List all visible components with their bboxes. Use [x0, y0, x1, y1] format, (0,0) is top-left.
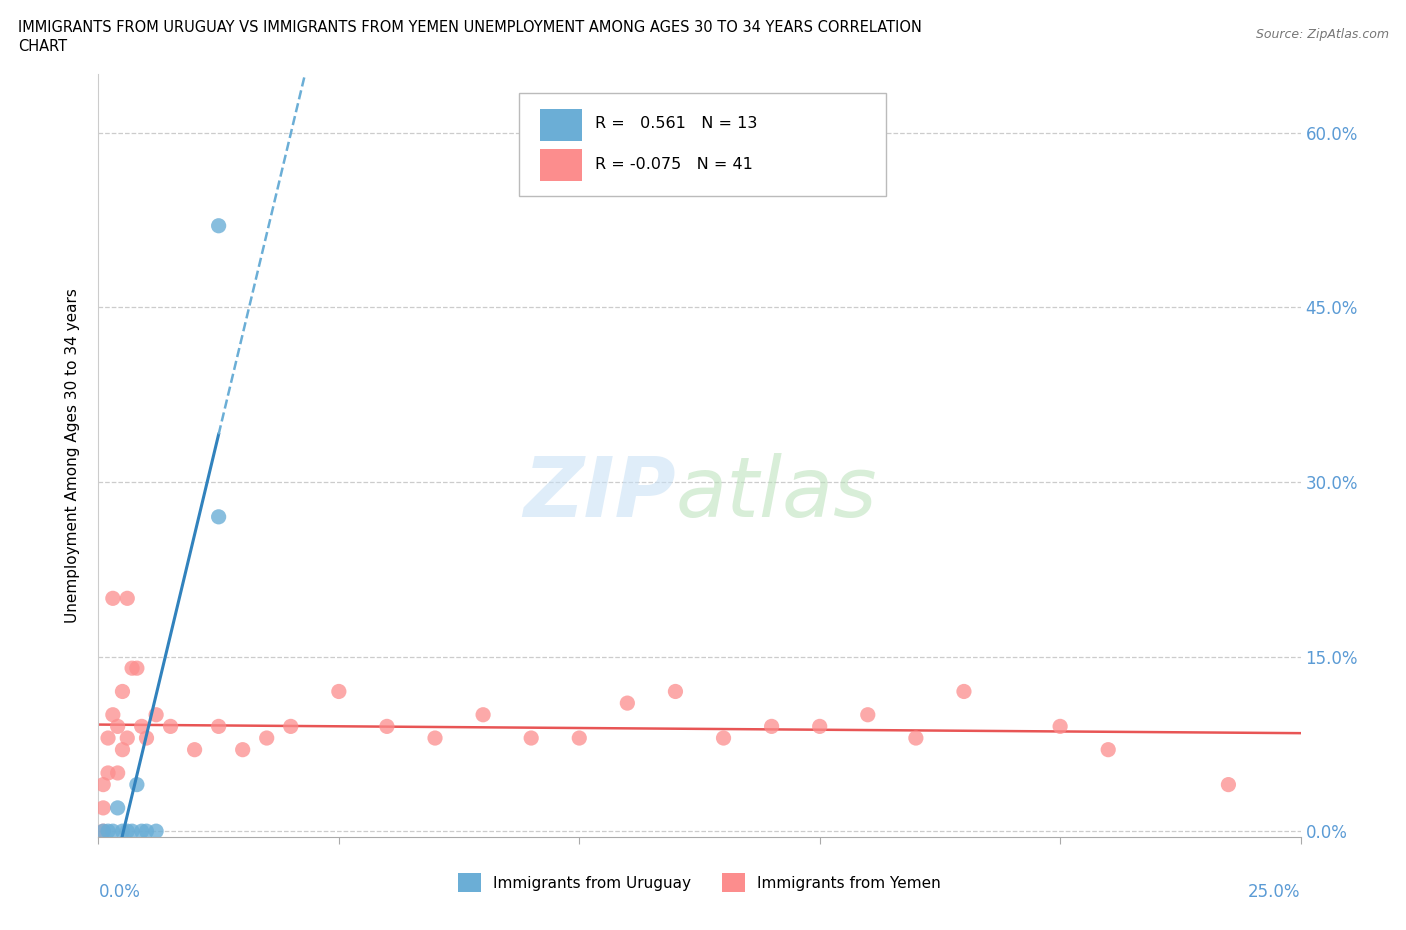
- Point: [107, 719, 129, 734]
- Point: [472, 708, 495, 723]
- Text: atlas: atlas: [675, 453, 877, 535]
- Point: [131, 824, 153, 839]
- Text: R = -0.075   N = 41: R = -0.075 N = 41: [595, 157, 752, 172]
- Y-axis label: Unemployment Among Ages 30 to 34 years: Unemployment Among Ages 30 to 34 years: [65, 288, 80, 623]
- Point: [145, 708, 167, 723]
- Point: [616, 696, 638, 711]
- Point: [953, 684, 976, 699]
- Point: [280, 719, 302, 734]
- Point: [761, 719, 783, 734]
- Point: [97, 731, 120, 746]
- Point: [121, 824, 143, 839]
- Point: [375, 719, 398, 734]
- Point: [107, 765, 129, 780]
- Point: [183, 742, 205, 757]
- Text: ZIP: ZIP: [523, 453, 675, 535]
- Point: [423, 731, 446, 746]
- Point: [328, 684, 350, 699]
- Point: [97, 824, 120, 839]
- Text: R =   0.561   N = 13: R = 0.561 N = 13: [595, 116, 758, 131]
- Bar: [540, 149, 582, 181]
- Text: IMMIGRANTS FROM URUGUAY VS IMMIGRANTS FROM YEMEN UNEMPLOYMENT AMONG AGES 30 TO 3: IMMIGRANTS FROM URUGUAY VS IMMIGRANTS FR…: [18, 20, 922, 35]
- Point: [131, 719, 153, 734]
- FancyBboxPatch shape: [519, 94, 886, 196]
- Point: [808, 719, 831, 734]
- Point: [97, 765, 120, 780]
- Point: [256, 731, 278, 746]
- Point: [111, 824, 134, 839]
- Point: [117, 591, 139, 605]
- Point: [232, 742, 254, 757]
- Point: [107, 801, 129, 816]
- Point: [111, 742, 134, 757]
- Point: [145, 824, 167, 839]
- Point: [125, 777, 148, 792]
- Point: [101, 824, 124, 839]
- Point: [664, 684, 686, 699]
- Point: [91, 777, 114, 792]
- Point: [568, 731, 591, 746]
- Point: [1049, 719, 1071, 734]
- Point: [135, 824, 157, 839]
- Text: 25.0%: 25.0%: [1249, 883, 1301, 901]
- Point: [904, 731, 927, 746]
- Point: [121, 660, 143, 675]
- Point: [520, 731, 543, 746]
- Bar: [540, 109, 582, 140]
- Text: CHART: CHART: [18, 39, 67, 54]
- Point: [101, 591, 124, 605]
- Text: Source: ZipAtlas.com: Source: ZipAtlas.com: [1256, 28, 1389, 41]
- Legend: Immigrants from Uruguay, Immigrants from Yemen: Immigrants from Uruguay, Immigrants from…: [453, 867, 946, 898]
- Point: [111, 684, 134, 699]
- Point: [125, 660, 148, 675]
- Point: [713, 731, 735, 746]
- Point: [208, 719, 231, 734]
- Point: [91, 824, 114, 839]
- Point: [117, 731, 139, 746]
- Point: [91, 824, 114, 839]
- Point: [208, 510, 231, 525]
- Point: [1097, 742, 1119, 757]
- Point: [91, 801, 114, 816]
- Point: [117, 824, 139, 839]
- Point: [101, 708, 124, 723]
- Text: 0.0%: 0.0%: [98, 883, 141, 901]
- Point: [856, 708, 879, 723]
- Point: [208, 219, 231, 233]
- Point: [135, 731, 157, 746]
- Point: [1218, 777, 1240, 792]
- Point: [159, 719, 181, 734]
